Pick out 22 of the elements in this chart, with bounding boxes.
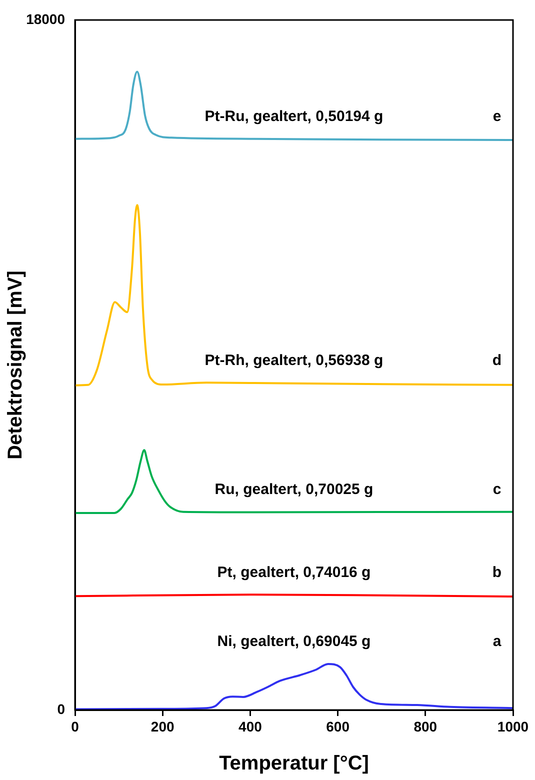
series-label: Pt-Rh, gealtert, 0,56938 g [204,352,384,369]
x-tick-label: 600 [326,718,350,734]
series-label: Pt-Ru, gealtert, 0,50194 g [204,108,384,125]
x-tick-label: 400 [238,718,262,734]
line-series [75,204,513,386]
annotation: c [492,480,502,498]
annotation: b [492,564,502,581]
x-tick-label: 800 [414,718,438,734]
annotation: e [492,108,502,125]
x-axis-title: Temperatur [°C] [219,752,369,775]
series-label: Pt, gealtert, 0,74016 g [217,564,371,581]
text: Ni, gealtert, 0,69045 g [217,633,371,650]
y-axis-title: Detektrosignal [mV] [4,270,27,460]
series-label: Ru, gealtert, 0,70025 g [214,480,374,498]
annotation: d [492,352,502,369]
line-series [75,70,513,141]
y-tick-label: 18000 [26,10,66,27]
x-tick-label: 0 [71,718,80,734]
annotation: a [492,633,502,650]
x-tick-label: 1000 [497,718,529,734]
x-tick-label: 200 [150,718,174,734]
line-series [75,449,513,514]
